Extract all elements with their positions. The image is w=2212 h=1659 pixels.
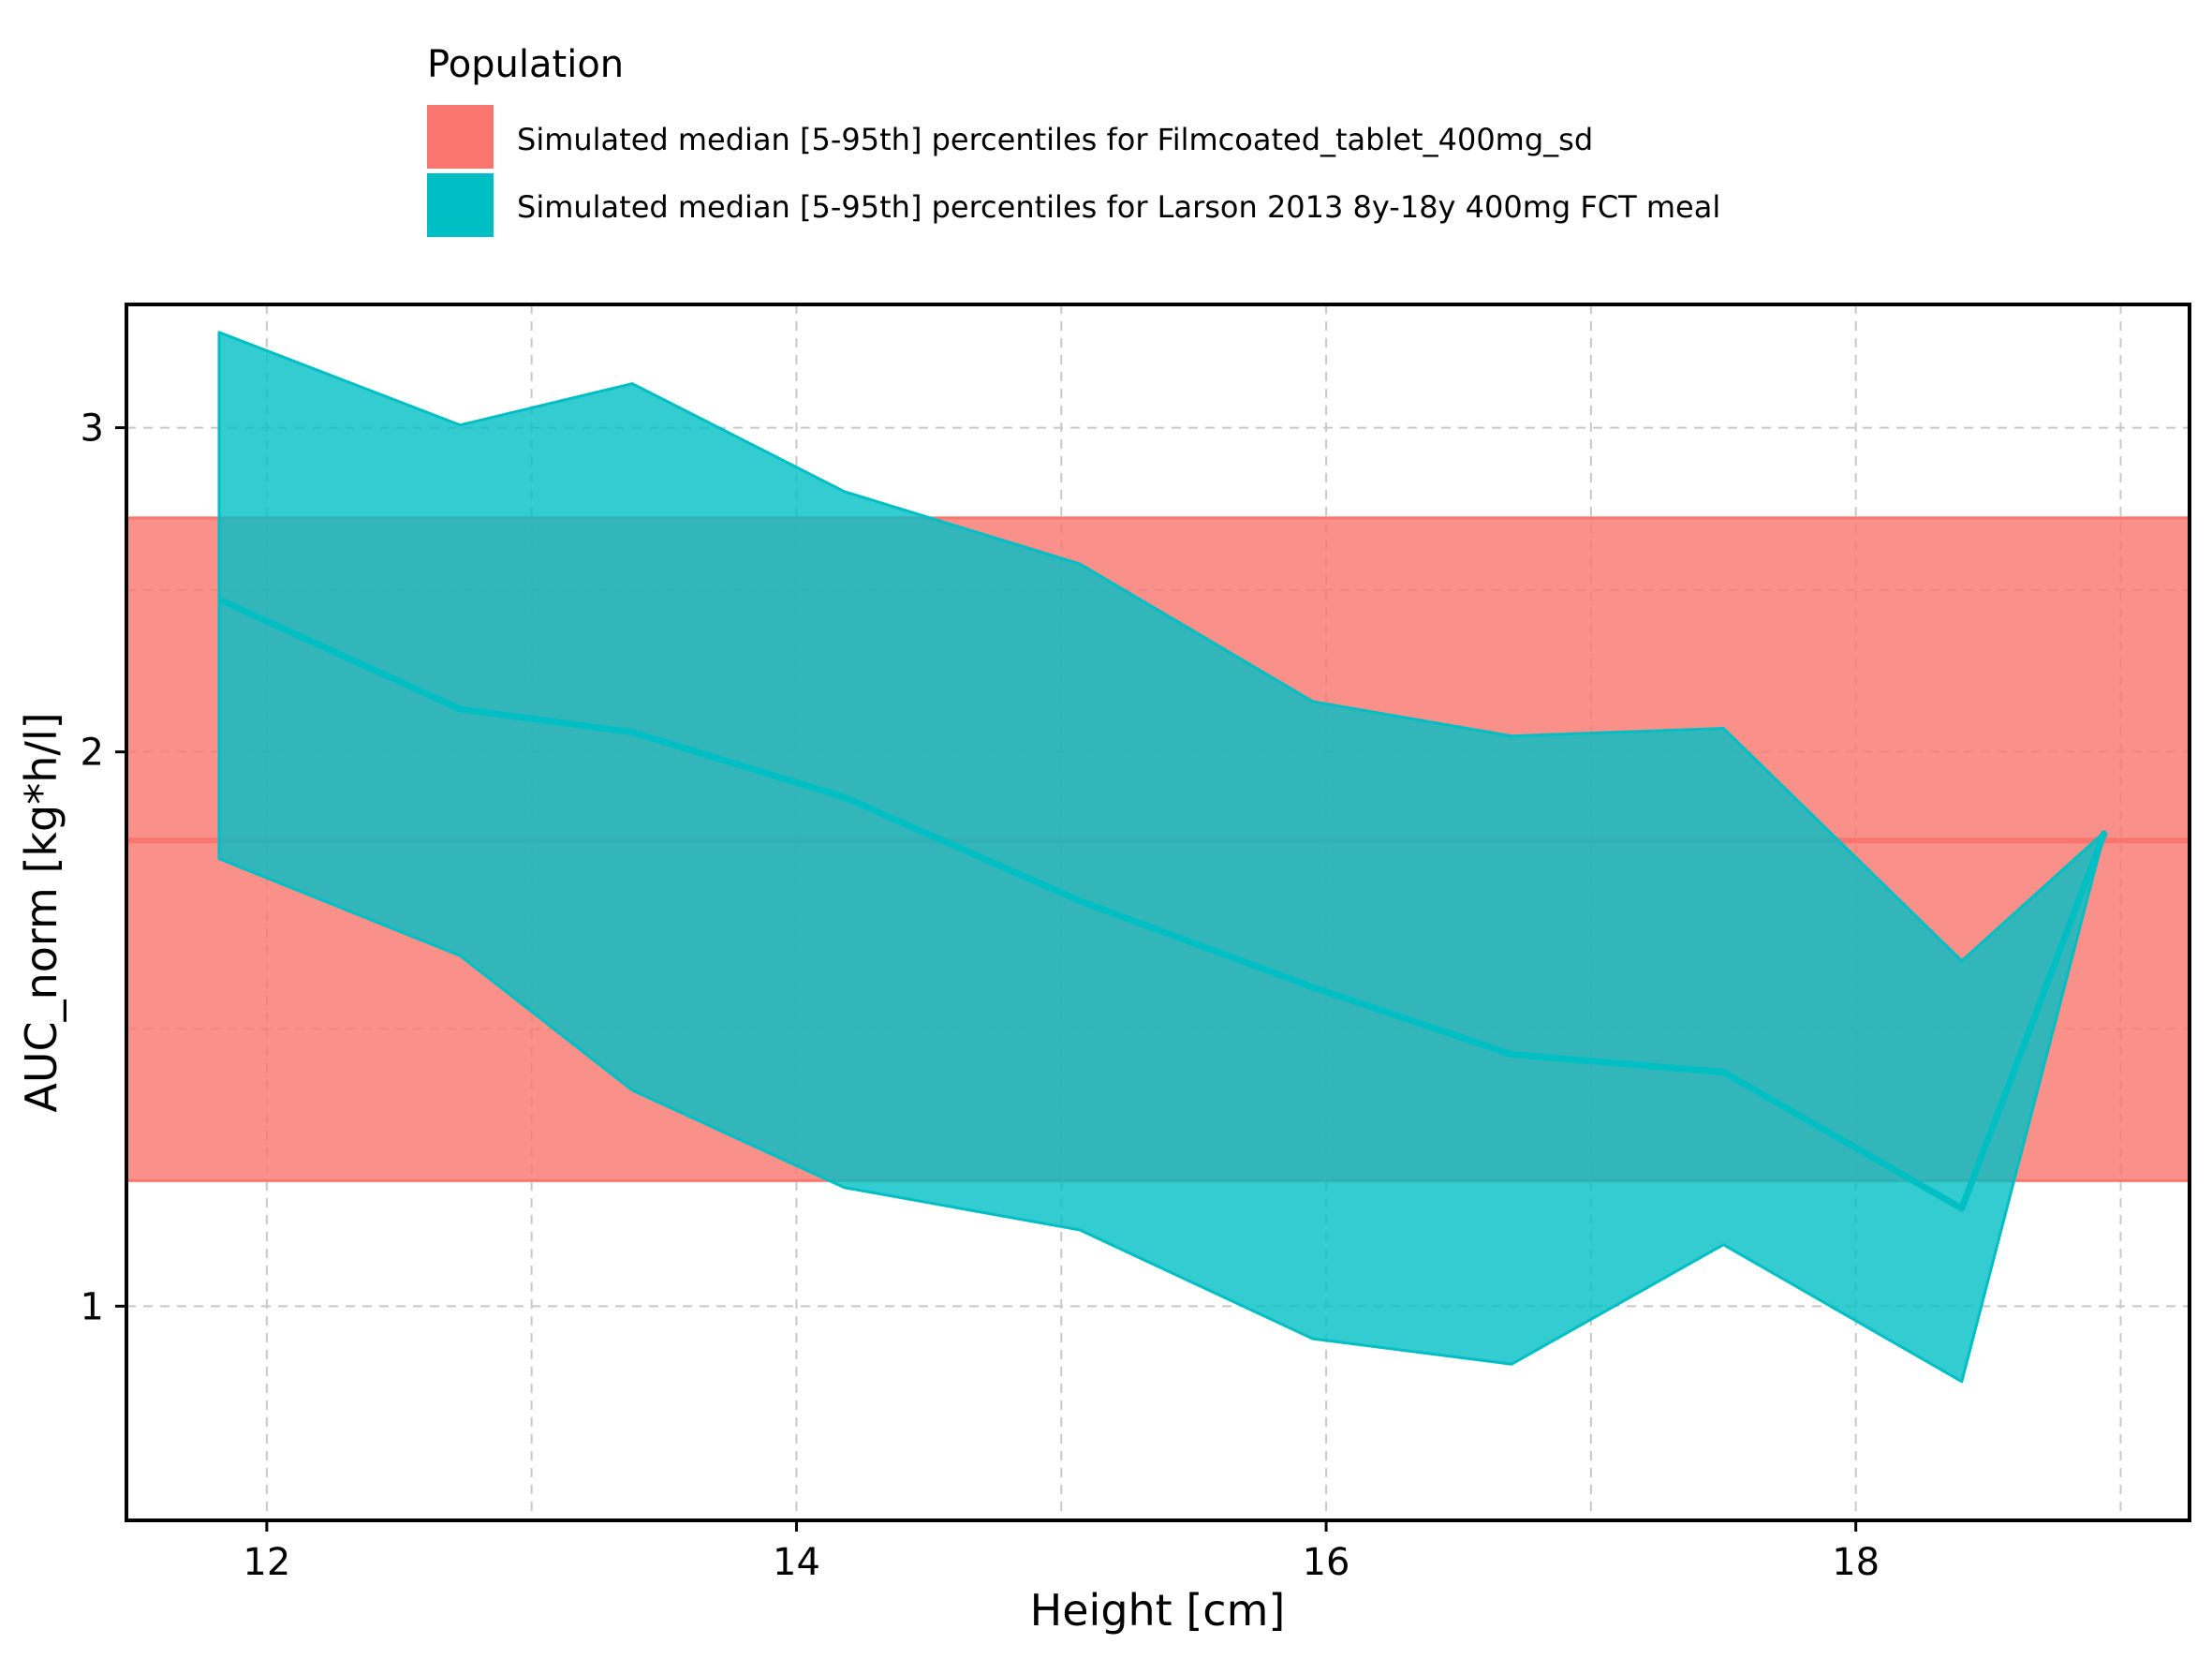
- x-tick-label: 18: [1832, 1541, 1880, 1584]
- population-percentile-band: [217, 331, 2107, 1384]
- legend-label-population: Simulated median [5-95th] percentiles fo…: [517, 189, 1720, 225]
- x-axis-title: Height [cm]: [1030, 1585, 1286, 1636]
- legend: Population Simulated median [5-95th] per…: [427, 43, 1720, 237]
- y-axis-title: AUC_norm [kg*h/l]: [16, 712, 66, 1112]
- legend-title: Population: [427, 43, 624, 86]
- legend-swatch-reference: [427, 105, 494, 169]
- y-tick-label: 1: [81, 1285, 104, 1328]
- y-tick-label: 2: [81, 732, 104, 775]
- plot-data: [125, 331, 2191, 1384]
- population-median-line: [217, 596, 2108, 1212]
- legend-label-reference: Simulated median [5-95th] percentiles fo…: [517, 122, 1593, 157]
- x-tick-label: 16: [1303, 1541, 1350, 1584]
- plot-frame: [125, 303, 2191, 1522]
- x-tick-label: 12: [243, 1541, 290, 1584]
- legend-swatch-population: [427, 173, 494, 237]
- y-tick-label: 3: [81, 407, 104, 451]
- x-tick-label: 14: [773, 1541, 820, 1584]
